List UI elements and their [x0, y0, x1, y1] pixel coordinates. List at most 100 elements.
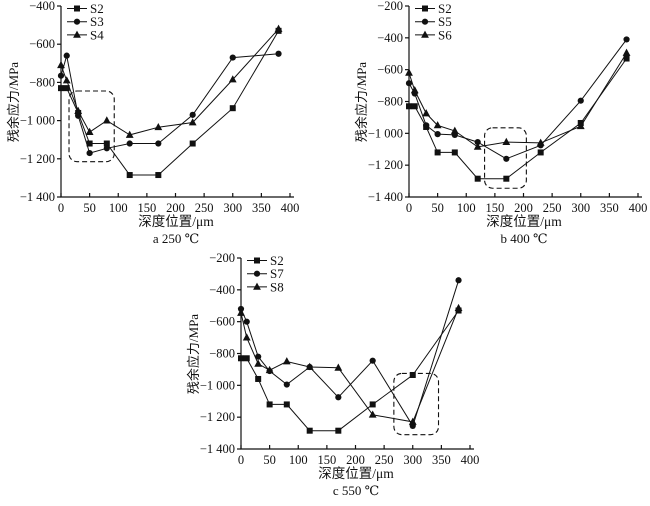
- x-tick-label: 350: [252, 201, 271, 215]
- data-point-S2: [238, 355, 244, 362]
- series-markers-S6: [405, 48, 631, 150]
- data-point-S7: [283, 381, 290, 388]
- legend-item-S2: S2: [415, 1, 452, 16]
- y-tick-label: −1 000: [200, 378, 235, 392]
- chart-a-250c: −400 −600 −800 −1 000 −1 200 −1 400 0 50 100 150 2…: [0, 0, 302, 252]
- data-point-S4: [74, 106, 83, 114]
- series-line-S6: [408, 52, 628, 148]
- data-point-S2: [103, 140, 110, 147]
- chart-a-x-axis-title: 深度位置/μm: [138, 214, 214, 229]
- annotation-box: [393, 372, 440, 436]
- data-point-S8: [368, 410, 377, 418]
- y-tick-label: −1 400: [20, 190, 55, 204]
- x-tick-label: 200: [346, 453, 365, 467]
- y-tick-label: −600: [29, 37, 55, 51]
- data-point-S2: [58, 85, 64, 92]
- data-point-S6: [422, 109, 431, 117]
- x-tick-label: 350: [432, 453, 451, 467]
- legend-marker-triangle: [253, 282, 261, 290]
- data-point-S6: [433, 121, 442, 129]
- data-point-S8: [334, 363, 343, 371]
- y-tick-label: −400: [29, 0, 55, 13]
- data-point-S5: [405, 80, 413, 87]
- x-tick-label: 50: [263, 453, 276, 467]
- data-point-S3: [57, 72, 65, 79]
- x-tick-label: 150: [138, 201, 157, 215]
- data-point-S2: [243, 355, 250, 362]
- chart-b-y-axis-title: 残余应力/MPa: [354, 61, 369, 143]
- chart-b-subtitle: b 400 ℃: [500, 231, 548, 246]
- data-point-S2: [335, 427, 342, 434]
- x-tick-label: 400: [281, 201, 300, 215]
- chart-a-y-axis-title: 残余应力/MPa: [6, 61, 21, 143]
- data-point-S2: [451, 149, 458, 156]
- data-point-S3: [155, 140, 162, 147]
- x-tick-label: 300: [571, 201, 590, 215]
- y-tick-label: −600: [377, 63, 403, 77]
- data-point-S8: [265, 365, 274, 374]
- y-tick-label: −200: [209, 251, 235, 265]
- series-line-S7: [240, 280, 460, 428]
- y-tick-label: −800: [377, 95, 403, 109]
- data-point-S4: [125, 130, 134, 138]
- legend-item-S3: S3: [67, 14, 104, 29]
- x-tick-label: 50: [83, 201, 96, 215]
- x-tick-label: 150: [486, 201, 505, 215]
- legend-item-S8: S8: [247, 279, 284, 294]
- data-point-S2: [503, 175, 510, 182]
- legend-marker-square: [74, 5, 80, 12]
- x-tick-label: 200: [166, 201, 185, 215]
- chart-c-550c: −200 −400 −600 −800 −1 000 −1 200 −1 400 0 50 100…: [180, 251, 482, 504]
- legend-item-S2: S2: [247, 253, 284, 268]
- legend-label-S8: S8: [270, 279, 284, 294]
- series-line-S2: [61, 30, 280, 176]
- data-point-S2: [229, 105, 236, 112]
- legend-label-S2: S2: [438, 1, 452, 16]
- y-tick-label: −1 200: [20, 152, 55, 166]
- x-tick-label: 300: [403, 453, 422, 467]
- legend-item-S5: S5: [415, 14, 452, 29]
- data-point-S2: [474, 175, 481, 182]
- series-line-S5: [408, 39, 628, 160]
- chart-a-subtitle: a 250 ℃: [152, 231, 200, 246]
- data-point-S7: [369, 357, 376, 364]
- data-point-S7: [455, 277, 462, 284]
- x-tick-labels: 0 50 100 150 200 250 300 350 400: [406, 201, 648, 215]
- data-point-S5: [623, 36, 630, 43]
- y-tick-label: −1 400: [200, 442, 235, 456]
- data-point-S2: [255, 375, 262, 382]
- data-point-S6: [473, 142, 482, 150]
- legend-item-S2: S2: [67, 1, 104, 16]
- series-markers-S4: [57, 24, 283, 138]
- y-tick-labels: −400 −600 −800 −1 000 −1 200 −1 400: [20, 0, 55, 204]
- legend-label-S3: S3: [90, 14, 104, 29]
- series-markers-S3: [57, 50, 282, 157]
- data-point-S4: [62, 76, 71, 84]
- x-tick-label: 0: [238, 453, 244, 467]
- data-point-S4: [102, 116, 111, 124]
- data-point-S3: [189, 111, 196, 118]
- data-point-S6: [450, 126, 459, 134]
- data-point-S2: [306, 427, 313, 434]
- x-tick-label: 0: [406, 201, 412, 215]
- x-tick-label: 50: [431, 201, 444, 215]
- y-tick-labels: −200 −400 −600 −800 −1 000 −1 200 −1 400: [200, 251, 235, 456]
- x-tick-label: 100: [457, 201, 476, 215]
- y-tick-label: −1 200: [200, 410, 235, 424]
- series-markers-S2: [406, 55, 630, 182]
- data-point-S7: [255, 353, 262, 360]
- data-point-S4: [57, 60, 65, 69]
- legend-marker-square: [422, 5, 428, 12]
- x-tick-label: 100: [109, 201, 128, 215]
- chart-c-x-axis-title: 深度位置/μm: [318, 466, 394, 481]
- legend-label-S5: S5: [438, 14, 452, 29]
- data-point-S2: [266, 401, 273, 408]
- data-point-S2: [283, 401, 290, 408]
- data-point-S8: [282, 357, 291, 365]
- data-point-S5: [434, 131, 441, 138]
- legend-marker-circle: [73, 18, 81, 25]
- data-point-S2: [406, 103, 412, 110]
